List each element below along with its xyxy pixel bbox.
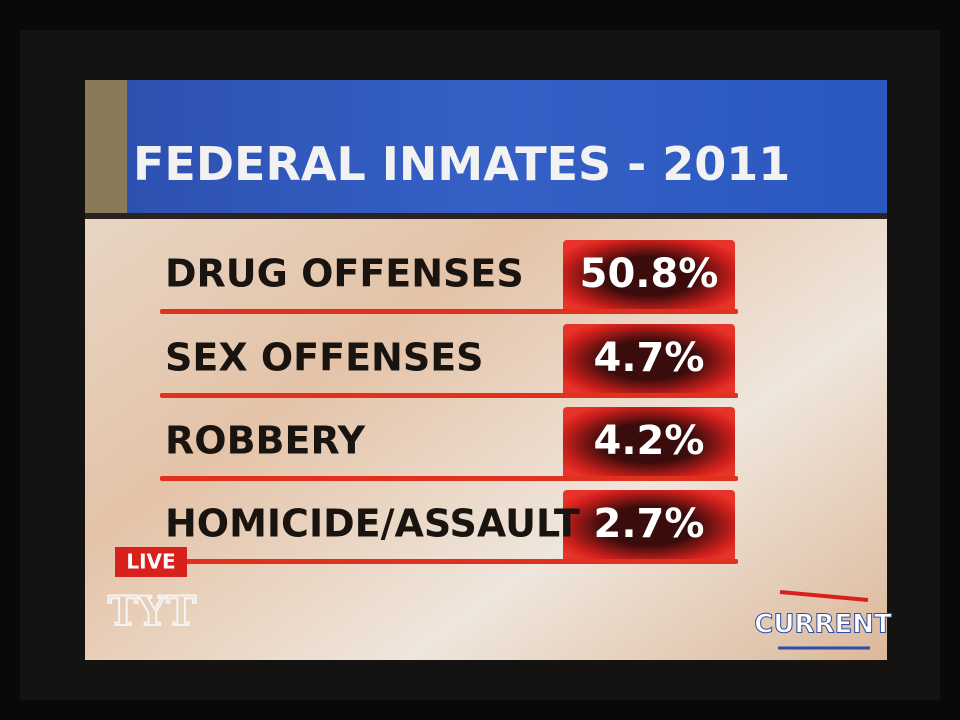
show-logo: TYT — [108, 588, 196, 635]
row-underline — [160, 559, 738, 564]
row-value: 4.2% — [594, 418, 705, 464]
network-logo: CURRENT — [754, 610, 892, 640]
row-underline — [160, 393, 738, 398]
row-underline — [160, 476, 738, 481]
value-box — [563, 407, 735, 479]
row-value: 50.8% — [580, 251, 719, 297]
value-box — [563, 324, 735, 396]
value-box — [563, 240, 735, 312]
row-label: DRUG OFFENSES — [165, 252, 524, 296]
row-label: SEX OFFENSES — [165, 336, 484, 380]
title: FEDERAL INMATES - 2011 — [133, 137, 790, 191]
header-rule — [85, 213, 887, 219]
value-box — [563, 490, 735, 562]
row-value: 2.7% — [594, 501, 705, 547]
live-text: LIVE — [126, 550, 175, 574]
header-edge — [85, 80, 127, 215]
live-badge — [115, 547, 187, 577]
logo-swoosh — [779, 590, 869, 602]
row-label: ROBBERY — [165, 419, 366, 463]
header-band — [85, 80, 887, 215]
row-label: HOMICIDE/ASSAULT — [165, 502, 580, 546]
row-value: 4.7% — [594, 335, 705, 381]
row-underline — [160, 309, 738, 314]
